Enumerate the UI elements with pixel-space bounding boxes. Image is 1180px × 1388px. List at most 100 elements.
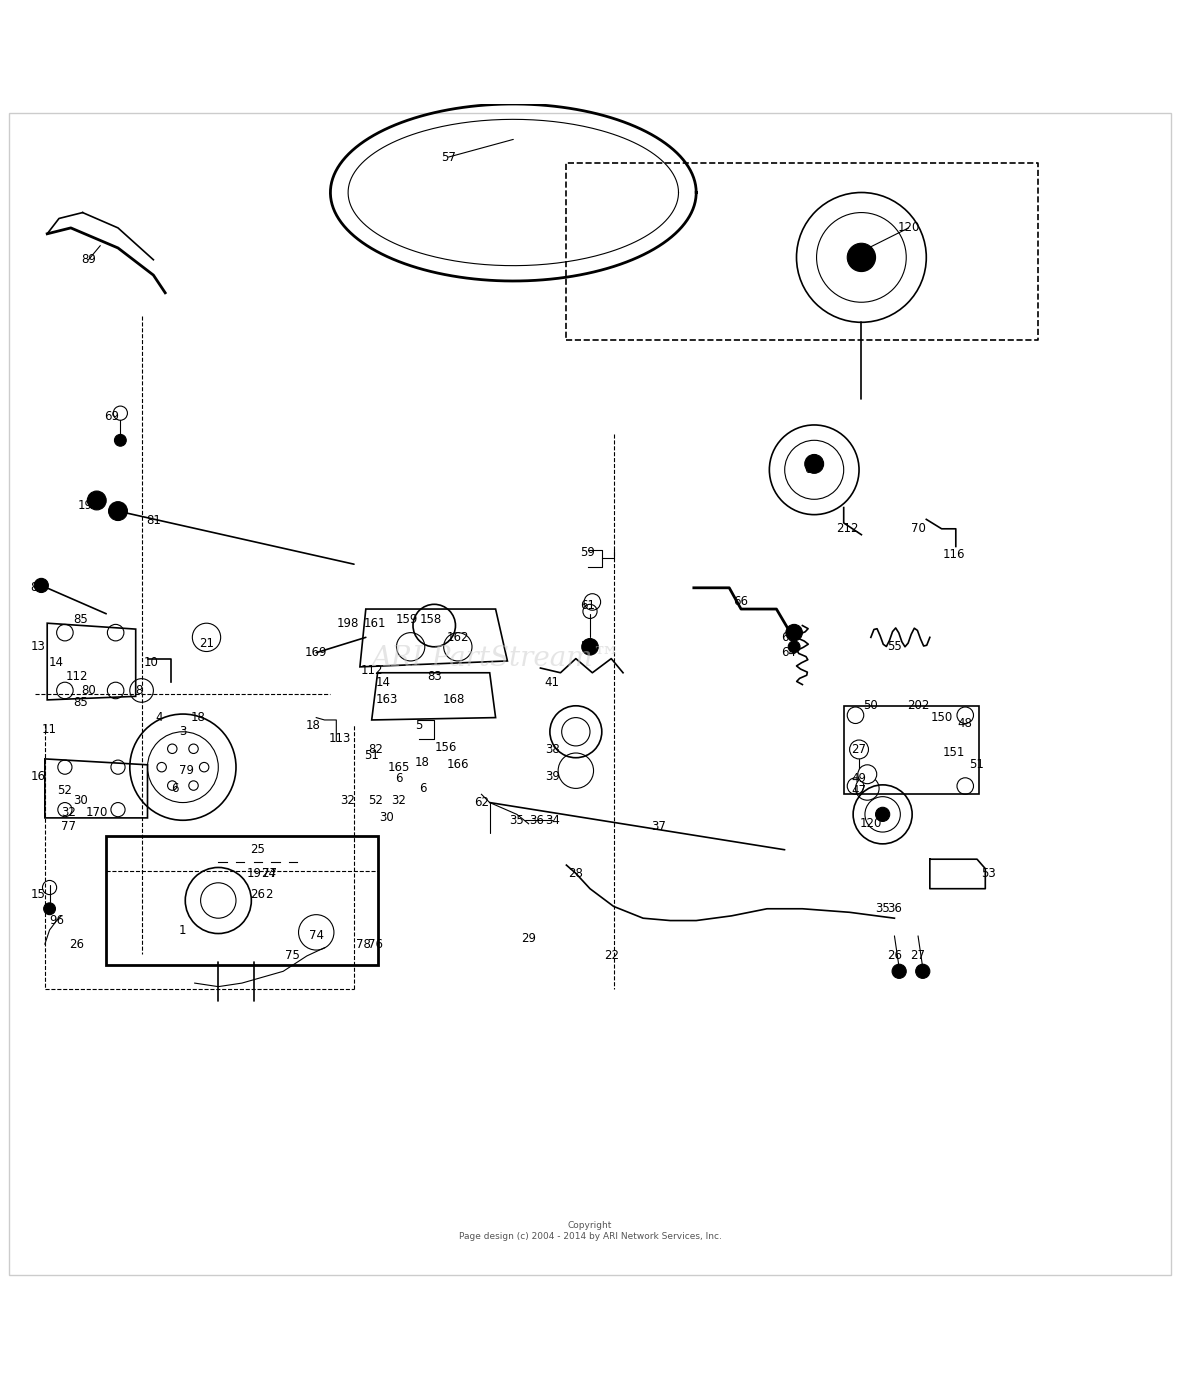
Circle shape xyxy=(892,965,906,979)
Text: 159: 159 xyxy=(396,613,418,626)
Text: 52: 52 xyxy=(368,794,382,806)
Text: 49: 49 xyxy=(852,773,866,786)
Text: 59: 59 xyxy=(581,545,595,559)
Text: 47: 47 xyxy=(852,784,866,797)
Text: 197: 197 xyxy=(77,498,100,512)
Text: 52: 52 xyxy=(58,784,72,797)
Text: 18: 18 xyxy=(191,711,205,725)
Circle shape xyxy=(916,965,930,979)
Text: 48: 48 xyxy=(958,718,972,730)
Text: 166: 166 xyxy=(446,758,470,772)
Text: 83: 83 xyxy=(427,670,441,683)
Text: 65: 65 xyxy=(781,632,795,644)
Circle shape xyxy=(847,243,876,272)
Text: 89: 89 xyxy=(81,253,96,266)
Text: 28: 28 xyxy=(569,868,583,880)
Circle shape xyxy=(192,623,221,651)
Text: 112: 112 xyxy=(360,663,384,677)
Text: 75: 75 xyxy=(286,949,300,962)
Text: 163: 163 xyxy=(376,694,398,706)
Text: 11: 11 xyxy=(42,723,57,736)
Text: 26: 26 xyxy=(250,888,264,901)
Text: 18: 18 xyxy=(306,719,320,733)
Text: 80: 80 xyxy=(81,684,96,697)
Text: 69: 69 xyxy=(105,411,119,423)
Text: 112: 112 xyxy=(65,670,88,683)
Text: 25: 25 xyxy=(250,844,264,856)
Text: 37: 37 xyxy=(651,820,666,833)
Text: 76: 76 xyxy=(368,938,382,951)
Circle shape xyxy=(114,434,126,446)
Text: 162: 162 xyxy=(446,632,470,644)
Text: 150: 150 xyxy=(931,711,952,725)
Text: 85: 85 xyxy=(73,613,87,626)
Text: 116: 116 xyxy=(942,548,965,561)
Text: 10: 10 xyxy=(144,655,158,669)
Text: 62: 62 xyxy=(474,797,489,809)
Text: 14: 14 xyxy=(50,655,64,669)
Text: 21: 21 xyxy=(199,637,214,650)
Text: 13: 13 xyxy=(31,640,45,654)
Text: 35: 35 xyxy=(510,813,524,827)
Circle shape xyxy=(582,638,598,655)
Text: 113: 113 xyxy=(329,733,350,745)
Text: 1: 1 xyxy=(179,923,186,937)
Text: 55: 55 xyxy=(887,640,902,654)
Text: 96: 96 xyxy=(50,915,64,927)
Text: 16: 16 xyxy=(31,770,45,783)
Text: 165: 165 xyxy=(388,761,409,773)
Text: 26: 26 xyxy=(887,949,902,962)
Text: 212: 212 xyxy=(835,522,859,536)
Text: 41: 41 xyxy=(545,676,559,688)
Text: ARI PartStream™: ARI PartStream™ xyxy=(371,645,621,672)
Circle shape xyxy=(876,808,890,822)
Text: 3: 3 xyxy=(179,726,186,738)
Circle shape xyxy=(44,902,55,915)
Text: 5: 5 xyxy=(415,719,422,733)
Text: 24: 24 xyxy=(262,868,276,880)
Text: 161: 161 xyxy=(363,616,387,630)
Text: 66: 66 xyxy=(734,595,748,608)
Text: 170: 170 xyxy=(86,805,107,819)
Text: 77: 77 xyxy=(61,820,76,833)
Text: 74: 74 xyxy=(309,930,323,942)
Text: 6: 6 xyxy=(419,781,426,795)
Text: 6: 6 xyxy=(171,781,178,795)
Text: 27: 27 xyxy=(852,743,866,756)
Text: 32: 32 xyxy=(341,794,355,806)
Text: 202: 202 xyxy=(907,700,929,712)
Text: 81: 81 xyxy=(146,514,160,527)
Text: 151: 151 xyxy=(943,747,964,759)
Text: 198: 198 xyxy=(337,616,359,630)
Text: 36: 36 xyxy=(530,813,544,827)
Text: 38: 38 xyxy=(545,743,559,756)
Text: 156: 156 xyxy=(435,741,457,754)
Circle shape xyxy=(788,641,800,652)
Text: 169: 169 xyxy=(304,647,328,659)
Text: 50: 50 xyxy=(864,700,878,712)
Text: 51: 51 xyxy=(365,750,379,762)
Text: 4: 4 xyxy=(156,711,163,725)
Text: 6: 6 xyxy=(395,773,402,786)
Text: 32: 32 xyxy=(392,794,406,806)
Text: 26: 26 xyxy=(70,938,84,951)
Text: 78: 78 xyxy=(356,938,371,951)
Circle shape xyxy=(34,579,48,593)
Text: Copyright
Page design (c) 2004 - 2014 by ARI Network Services, Inc.: Copyright Page design (c) 2004 - 2014 by… xyxy=(459,1221,721,1241)
Text: 32: 32 xyxy=(61,805,76,819)
Circle shape xyxy=(805,454,824,473)
Text: 15: 15 xyxy=(31,888,45,901)
Text: 79: 79 xyxy=(179,765,194,777)
Text: 61: 61 xyxy=(581,600,595,612)
Text: 70: 70 xyxy=(911,522,925,536)
Text: 27: 27 xyxy=(911,949,925,962)
Text: 82: 82 xyxy=(368,743,382,756)
Text: 8: 8 xyxy=(136,684,143,697)
Circle shape xyxy=(87,491,106,509)
Text: 85: 85 xyxy=(73,695,87,709)
Text: 158: 158 xyxy=(420,613,441,626)
Text: 39: 39 xyxy=(545,770,559,783)
Text: 84: 84 xyxy=(31,582,45,594)
Text: 30: 30 xyxy=(380,812,394,824)
Text: 77: 77 xyxy=(262,868,276,880)
